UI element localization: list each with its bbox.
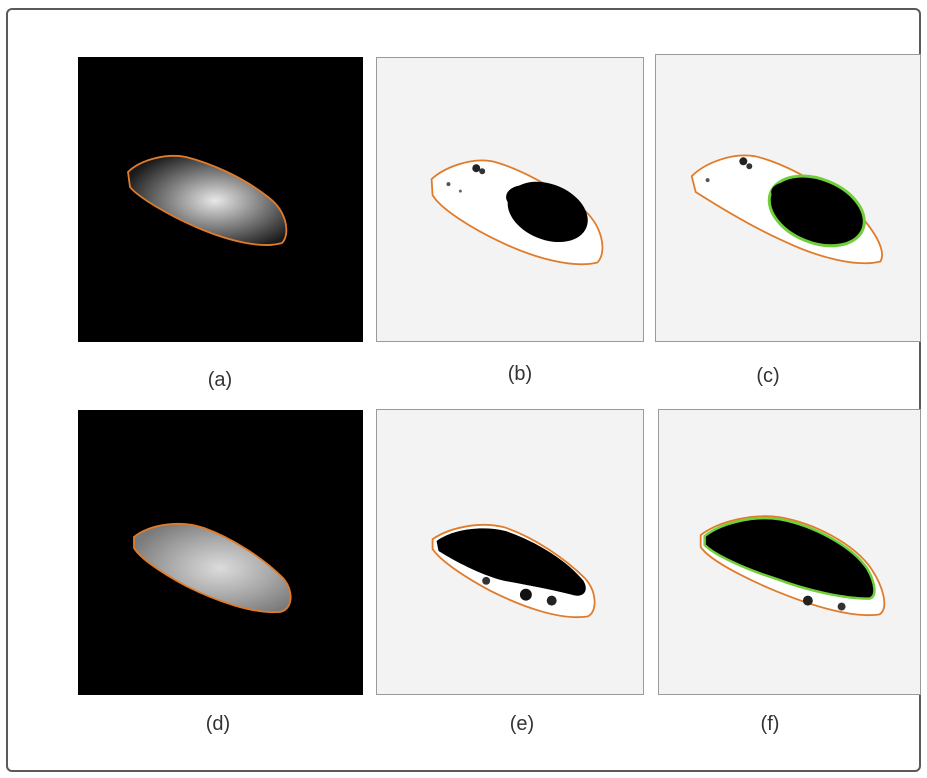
caption-a: (a) [207, 369, 233, 391]
panel-a-image [78, 57, 363, 342]
grain-overlay-c [690, 154, 883, 265]
caption-d: (d) [205, 713, 231, 735]
panel-b-image [376, 57, 644, 342]
caption-c: (c) [756, 365, 780, 387]
grain-overlay-f [699, 515, 886, 617]
grain-mask-e [431, 524, 596, 619]
grain-mask-b [430, 159, 604, 266]
panel-d-image [78, 410, 363, 695]
grain-image-d [133, 522, 292, 614]
caption-b: (b) [507, 363, 533, 385]
panel-e-image [376, 409, 644, 695]
panel-c-image [655, 54, 921, 342]
panel-f-image [658, 409, 921, 695]
grain-image-a [127, 154, 288, 246]
caption-e: (e) [509, 713, 535, 735]
caption-f: (f) [760, 713, 780, 735]
